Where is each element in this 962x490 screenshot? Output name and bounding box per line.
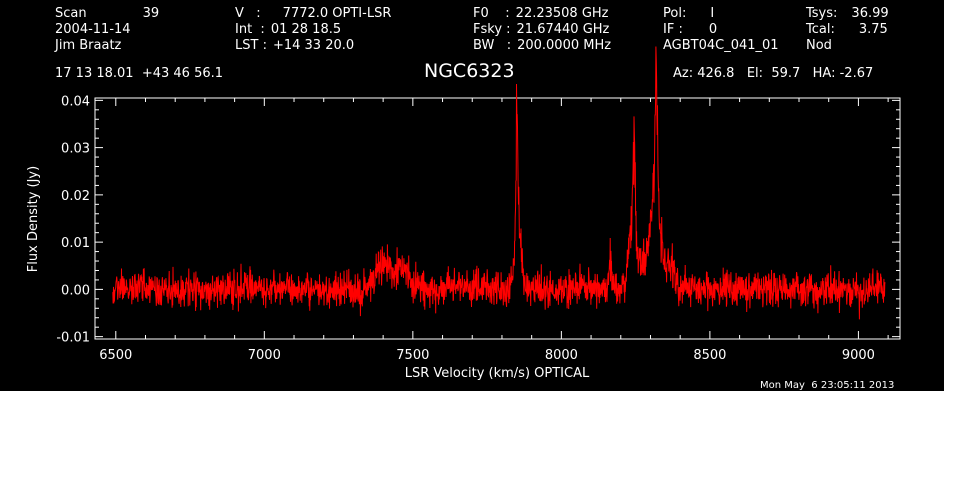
axes: 6500 7000 7500 8000 8500 9000 -0.01 0.00 0.01 0.0…	[56, 94, 901, 363]
lst-field: LST : +14 33 20.0	[235, 38, 355, 53]
scan-field: Scan 39	[55, 6, 160, 21]
x-tick-label: 7500	[396, 348, 429, 363]
x-tick-label: 7000	[248, 348, 281, 363]
date-field: 2004-11-14	[55, 22, 131, 37]
chart-title: NGC6323	[424, 60, 515, 82]
mode-field: Nod	[806, 38, 832, 53]
x-tick-label: 8000	[545, 348, 578, 363]
observer-field: Jim Braatz	[55, 38, 122, 53]
coordinates: 17 13 18.01 +43 46 56.1	[55, 66, 224, 81]
y-tick-label: 0.04	[61, 94, 90, 109]
spectrum-chart: 6500 7000 7500 8000 8500 9000 -0.01 0.00 0.01 0.0…	[26, 46, 901, 381]
x-tick-label: 8500	[693, 348, 726, 363]
y-tick-label: 0.02	[61, 189, 90, 204]
y-tick-label: 0.03	[61, 142, 90, 157]
x-tick-label: 9000	[842, 348, 875, 363]
y-tick-label: 0.01	[61, 236, 90, 251]
project-field: AGBT04C_041_01	[663, 38, 779, 53]
integration-field: Int :01 28 18.5	[235, 22, 342, 37]
if-field: IF :0	[663, 22, 718, 37]
tsys-field: Tsys: 36.99	[806, 6, 889, 21]
timestamp: Mon May 6 23:05:11 2013	[760, 380, 895, 391]
rest-freq-field: F0 :22.23508 GHz	[473, 6, 609, 21]
tcal-field: Tcal: 3.75	[806, 22, 888, 37]
velocity-field: V :7772.0 OPTI-LSR	[235, 6, 392, 21]
plot-frame	[94, 97, 901, 340]
y-axis-label: Flux Density (Jy)	[26, 166, 41, 272]
x-tick-label: 6500	[99, 348, 132, 363]
polarization-field: Pol: I	[663, 6, 715, 21]
sky-freq-field: Fsky :21.67440 GHz	[473, 22, 610, 37]
x-axis-label: LSR Velocity (km/s) OPTICAL	[405, 366, 590, 381]
y-tick-label: -0.01	[56, 331, 90, 346]
bandwidth-field: BW :200.0000 MHz	[473, 38, 612, 53]
pointing-info: Az: 426.8 El: 59.7 HA: -2.67	[673, 66, 874, 81]
spectrum-line	[112, 46, 886, 320]
plot-area	[112, 46, 886, 320]
y-tick-label: 0.00	[61, 283, 90, 298]
plot-panel: Scan 39 2004-11-14 Jim Braatz V :7772.0 O…	[0, 0, 944, 391]
